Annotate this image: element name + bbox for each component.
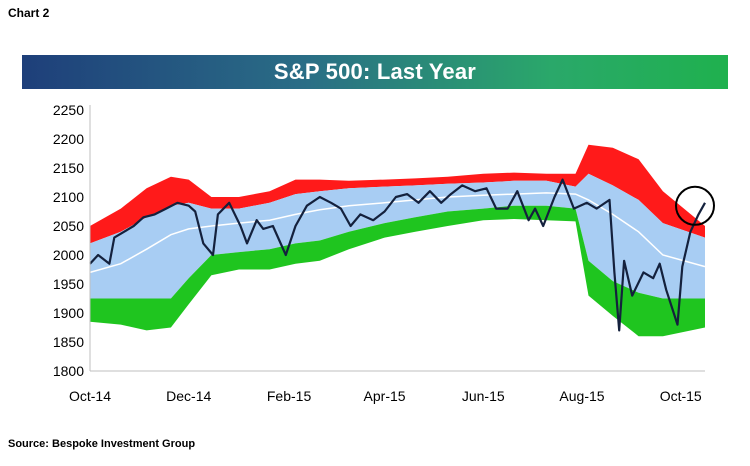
y-tick-label: 2200 [53, 131, 84, 147]
x-tick-label: Oct-15 [660, 388, 702, 404]
price-series-line [89, 178, 706, 332]
y-tick-label: 1950 [53, 276, 84, 292]
chart-label: Chart 2 [8, 6, 50, 20]
moving-average-line [89, 192, 706, 274]
y-tick-label: 2150 [53, 160, 84, 176]
axes-layer: 1800 1850 1900 1950 2000 2050 2100 2150 2200 2250… [53, 102, 705, 404]
series-layer [89, 178, 706, 332]
y-tick-label: 1850 [53, 334, 84, 350]
x-tick-label: Dec-14 [166, 388, 211, 404]
y-tick-label: 2100 [53, 189, 84, 205]
annotation-layer [675, 185, 715, 226]
x-tick-label: Feb-15 [267, 388, 312, 404]
x-tick-label: Jun-15 [462, 388, 505, 404]
lower-band-area [90, 205, 705, 337]
y-tick-label: 2000 [53, 247, 84, 263]
highlight-circle [675, 185, 715, 226]
y-tick-label: 1800 [53, 363, 84, 379]
y-tick-label: 1900 [53, 305, 84, 321]
x-tick-label: Apr-15 [364, 388, 406, 404]
x-tick-label: Oct-14 [69, 388, 111, 404]
y-tick-label: 2050 [53, 218, 84, 234]
chart-title: S&P 500: Last Year [273, 59, 477, 84]
source-note: Source: Bespoke Investment Group [8, 438, 196, 450]
x-tick-label: Aug-15 [559, 388, 604, 404]
y-tick-label: 2250 [53, 102, 84, 118]
title-banner: S&P 500: Last Year [22, 55, 728, 89]
